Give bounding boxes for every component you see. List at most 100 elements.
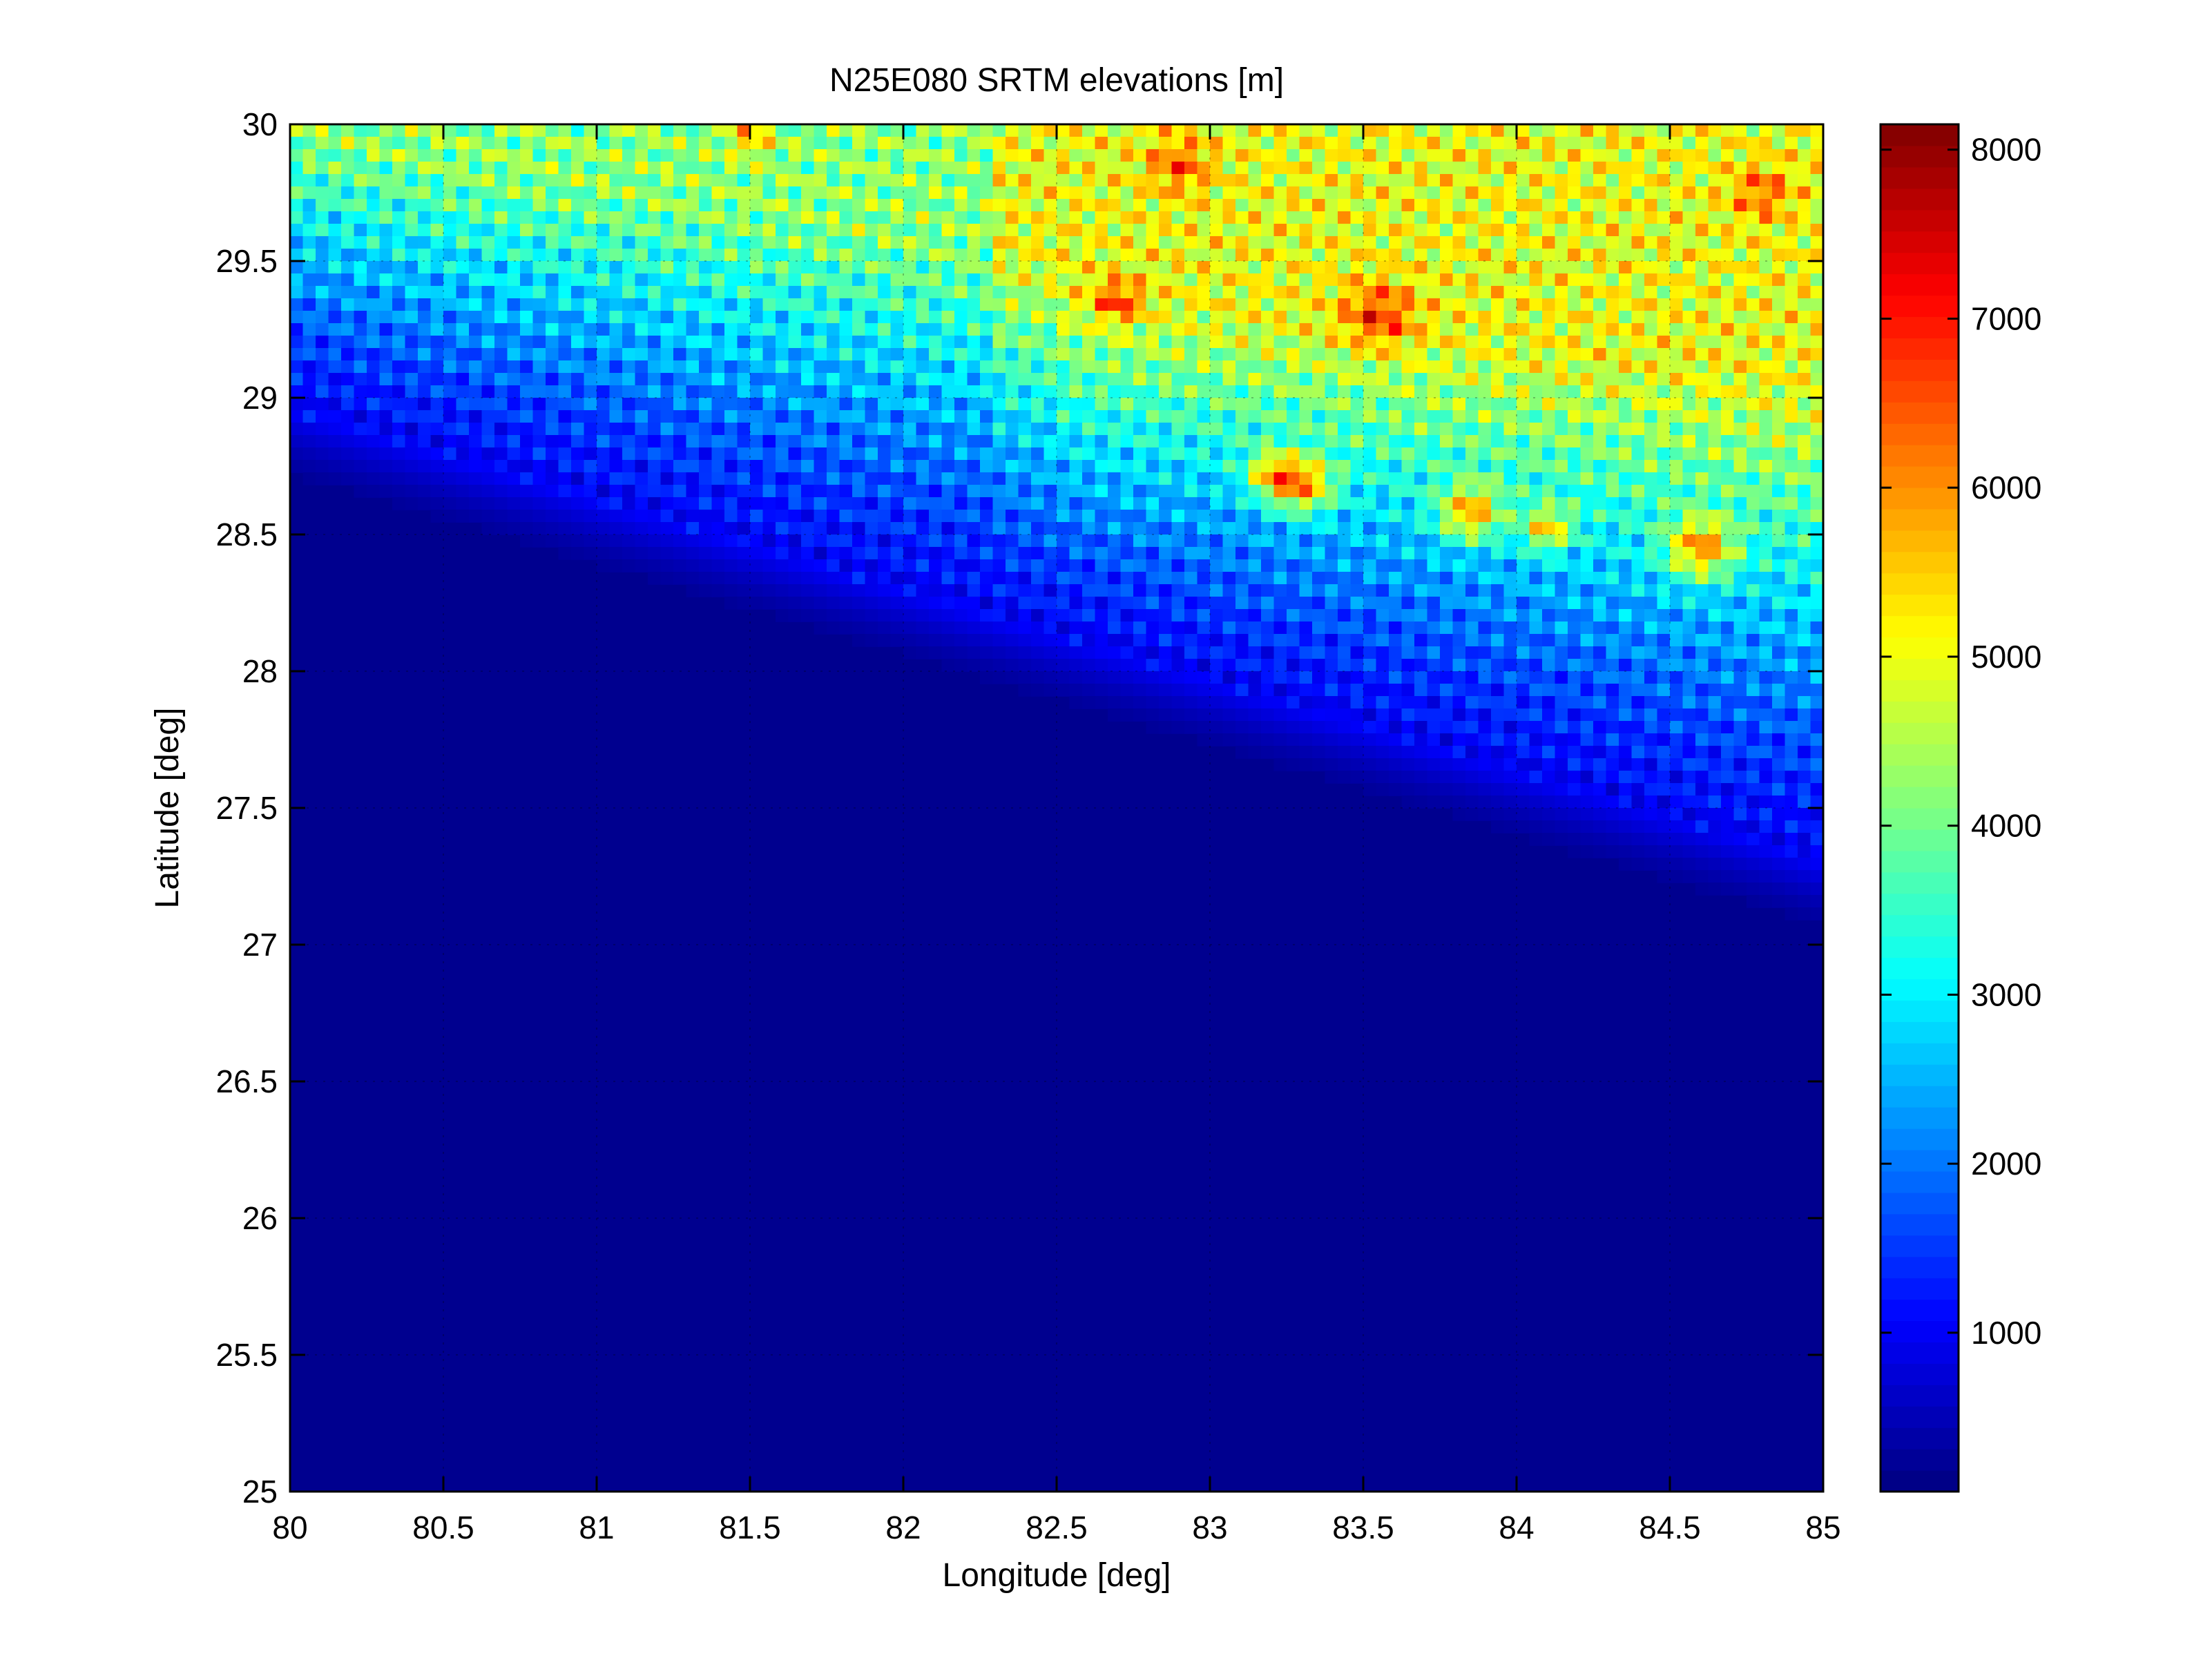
heatmap-cell [1287,609,1300,622]
heatmap-cell [1695,236,1709,249]
heatmap-cell [443,398,457,411]
heatmap-cell [1593,323,1607,336]
heatmap-cell [302,124,316,137]
heatmap-cell [929,249,943,262]
heatmap-cell [1287,236,1300,249]
heatmap-cell [1682,572,1696,585]
heatmap-cell [992,224,1006,237]
heatmap-cell [1427,659,1441,672]
heatmap-cell [1747,162,1760,175]
heatmap-cell [1452,497,1466,510]
heatmap-cell [1299,323,1313,336]
heatmap-cell [1542,124,1556,137]
heatmap-cell [1235,149,1249,162]
heatmap-cell [1363,460,1377,473]
heatmap-cell [1325,460,1338,473]
heatmap-cell [1338,236,1352,249]
heatmap-cell [379,273,393,287]
heatmap-cell [1338,472,1352,485]
heatmap-cell [635,373,648,386]
heatmap-cell [1631,373,1645,386]
heatmap-cell [648,149,662,162]
heatmap-cell [1670,261,1684,274]
heatmap-cell [456,447,470,461]
heatmap-cell [456,460,470,473]
heatmap-cell [443,410,457,423]
heatmap-cell [1235,336,1249,349]
heatmap-cell [1044,646,1057,659]
heatmap-cell [1465,584,1479,597]
heatmap-cell [1517,609,1530,622]
heatmap-cell [941,261,955,274]
heatmap-cell [1031,472,1045,485]
heatmap-cell [1670,572,1684,585]
heatmap-cell [1721,559,1735,572]
heatmap-cell [1478,634,1492,647]
heatmap-cell [980,273,994,287]
heatmap-cell [1171,323,1185,336]
heatmap-cell [801,423,815,436]
heatmap-cell [1389,609,1403,622]
heatmap-cell [1759,597,1773,610]
heatmap-cell [1593,137,1607,150]
heatmap-cell [1389,621,1403,635]
heatmap-cell [1798,336,1811,349]
heatmap-cell [1248,510,1262,523]
heatmap-cell [379,311,393,324]
heatmap-cell [1772,510,1786,523]
heatmap-cell [1159,186,1173,200]
heatmap-cell [878,398,892,411]
heatmap-cell [1389,597,1403,610]
heatmap-cell [290,460,304,473]
heatmap-cell [1031,261,1045,274]
heatmap-cell [405,348,419,361]
heatmap-cell [1593,360,1607,374]
heatmap-cell [1376,124,1389,137]
heatmap-cell [1350,124,1364,137]
heatmap-cell [1452,435,1466,448]
heatmap-cell [571,311,585,324]
heatmap-cell [699,273,713,287]
heatmap-cell [1197,584,1211,597]
heatmap-cell [418,373,432,386]
heatmap-cell [328,298,342,311]
heatmap-cell [418,336,432,349]
heatmap-cell [1120,435,1134,448]
heatmap-cell [1299,447,1313,461]
heatmap-cell [1670,410,1684,423]
heatmap-cell [1810,472,1823,485]
heatmap-cell [1146,398,1160,411]
heatmap-cell [1018,360,1032,374]
heatmap-cell [609,460,623,473]
heatmap-cell [1235,385,1249,398]
heatmap-cell [1708,199,1722,212]
heatmap-cell [1747,137,1760,150]
heatmap-cell [622,447,636,461]
heatmap-cell [1018,273,1032,287]
heatmap-cell [1465,547,1479,560]
heatmap-cell [1440,348,1454,361]
heatmap-cell [1465,137,1479,150]
heatmap-cell [1299,621,1313,635]
heatmap-cell [788,410,802,423]
heatmap-cell [584,137,597,150]
heatmap-cell [392,236,406,249]
heatmap-cell [1108,684,1122,697]
heatmap-cell [776,510,789,523]
heatmap-cell [1631,584,1645,597]
heatmap-cell [1248,485,1262,498]
heatmap-cell [1631,162,1645,175]
heatmap-cell [1503,336,1517,349]
heatmap-cell [1733,597,1747,610]
heatmap-cell [1350,211,1364,224]
heatmap-cell [941,410,955,423]
heatmap-cell [1133,286,1147,299]
heatmap-cell [929,510,943,523]
heatmap-cell [558,323,572,336]
heatmap-cell [673,149,687,162]
heatmap-cell [929,497,943,510]
heatmap-cell [1108,149,1122,162]
heatmap-cell [520,298,534,311]
heatmap-cell [1529,584,1543,597]
heatmap-cell [1478,398,1492,411]
